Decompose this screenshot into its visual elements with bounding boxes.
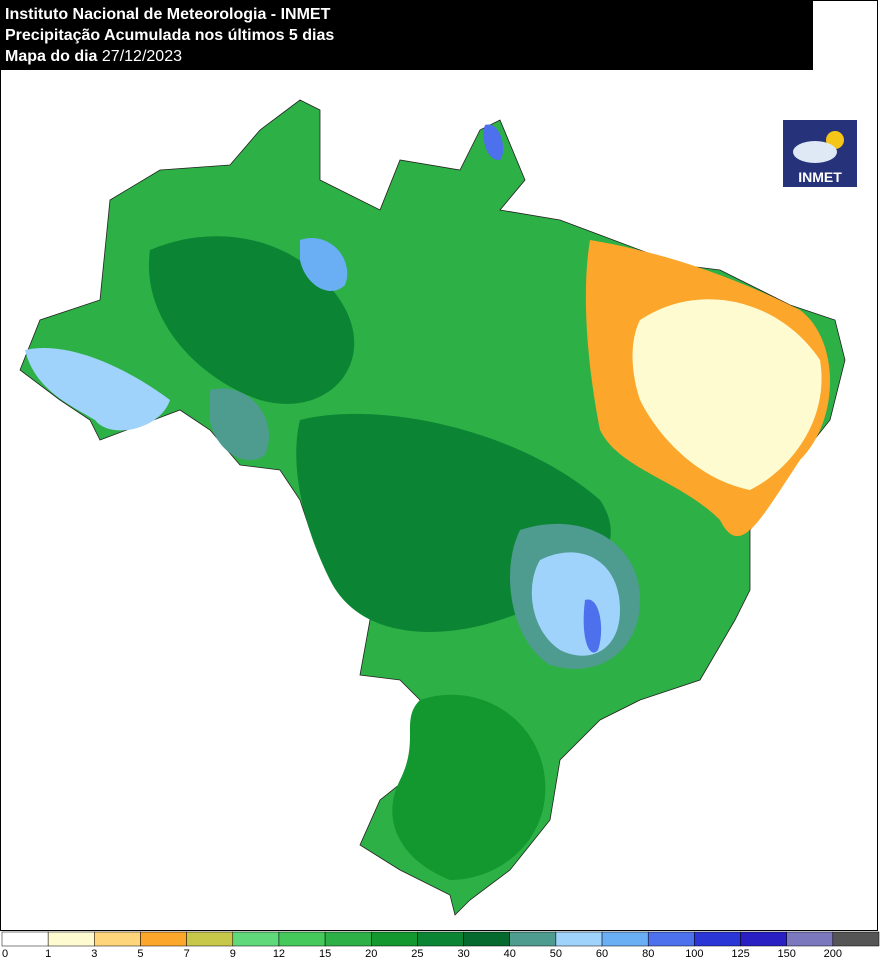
legend-swatch — [278, 931, 326, 947]
legend-swatch — [555, 931, 603, 947]
legend-label: 0 — [2, 948, 8, 960]
logo: INMET — [783, 120, 857, 187]
header-box — [0, 0, 813, 70]
wet-area — [25, 348, 170, 431]
legend-label: 15 — [319, 948, 331, 960]
legend-label: 12 — [273, 948, 285, 960]
very-dry-area — [632, 299, 822, 490]
legend-swatch — [186, 931, 234, 947]
legend-swatch — [647, 931, 695, 947]
legend-label: 50 — [550, 948, 562, 960]
legend-label: 20 — [365, 948, 377, 960]
legend-label: 5 — [137, 948, 143, 960]
logo-cloud — [793, 141, 837, 163]
legend-swatch — [232, 931, 280, 947]
legend-label: 3 — [91, 948, 97, 960]
legend-label: 9 — [230, 948, 236, 960]
header-date: Mapa do dia 27/12/2023 — [5, 48, 182, 65]
date-label: Mapa do dia — [5, 48, 98, 65]
legend-swatch — [786, 931, 834, 947]
dark-green-area — [148, 236, 355, 404]
legend-swatch — [324, 931, 372, 947]
map — [19, 99, 846, 916]
legend-label: 1 — [45, 948, 51, 960]
header-subtitle: Precipitação Acumulada nos últimos 5 dia… — [5, 27, 334, 44]
legend-swatch — [832, 931, 880, 947]
legend-label: 125 — [731, 948, 749, 960]
wet-area — [483, 124, 504, 161]
legend-label: 60 — [596, 948, 608, 960]
wet-area — [210, 388, 269, 461]
legend-label: 40 — [504, 948, 516, 960]
wet-area — [300, 238, 348, 291]
logo-text: INMET — [798, 169, 842, 185]
wet-area — [583, 599, 602, 653]
legend-label: 30 — [457, 948, 469, 960]
legend-swatch — [371, 931, 418, 947]
legend-swatch — [140, 931, 187, 947]
legend-label: 100 — [685, 948, 703, 960]
legend-swatch — [1, 931, 49, 947]
legend-swatch — [509, 931, 557, 947]
header-title: Instituto Nacional de Meteorologia - INM… — [5, 6, 331, 23]
date-value: 27/12/2023 — [102, 48, 182, 65]
legend-label: 7 — [184, 948, 190, 960]
legend-swatch — [94, 931, 141, 947]
legend-swatch — [694, 931, 741, 947]
dark-green-area — [392, 694, 546, 880]
legend-swatch — [463, 931, 510, 947]
legend-swatch — [601, 931, 649, 947]
legend-swatch — [47, 931, 95, 947]
legend-label: 80 — [642, 948, 654, 960]
legend: 0 1 3 5 7 9 12 15 20 25 30 40 50 60 80 100 125 150 200 — [1, 931, 880, 960]
legend-label: 150 — [778, 948, 796, 960]
legend-swatch — [417, 931, 464, 947]
legend-label: 200 — [824, 948, 842, 960]
legend-swatch — [740, 931, 787, 947]
legend-label: 25 — [411, 948, 423, 960]
